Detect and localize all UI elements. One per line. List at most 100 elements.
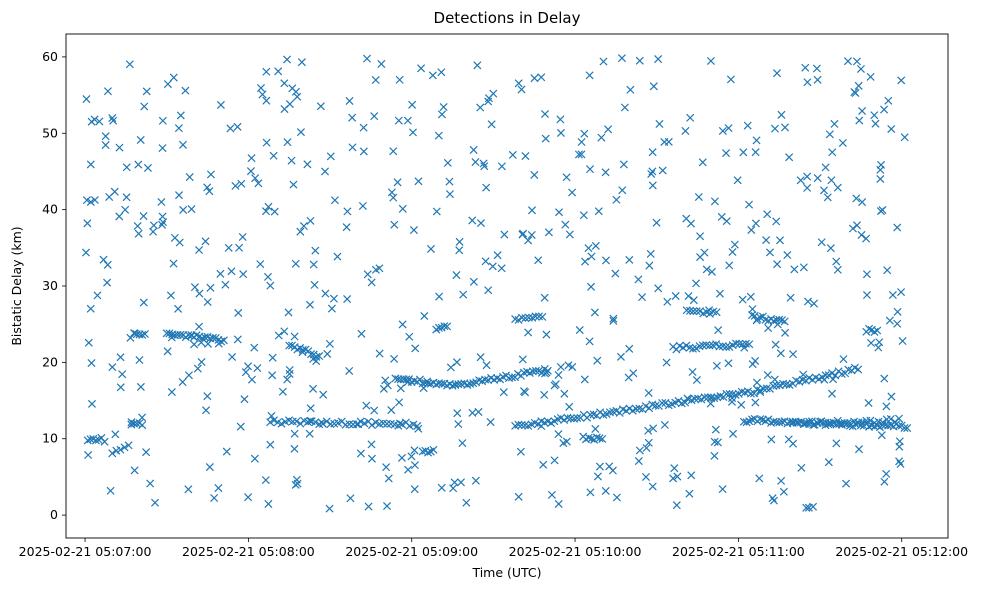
detection-marker bbox=[842, 479, 851, 488]
detection-marker bbox=[651, 401, 660, 410]
detection-marker bbox=[415, 375, 424, 384]
detection-marker bbox=[554, 208, 564, 217]
detection-marker bbox=[865, 324, 874, 333]
detection-marker bbox=[224, 243, 233, 252]
detection-marker bbox=[803, 183, 812, 192]
detection-marker bbox=[830, 119, 839, 128]
detection-marker bbox=[86, 160, 95, 169]
detection-marker bbox=[710, 451, 719, 460]
detection-marker bbox=[468, 408, 477, 417]
detection-marker bbox=[158, 220, 167, 229]
detection-marker bbox=[718, 485, 727, 494]
chart-title: Detections in Delay bbox=[434, 9, 581, 27]
y-tick-label: 50 bbox=[42, 125, 58, 140]
detection-marker bbox=[561, 220, 570, 229]
detection-marker bbox=[782, 380, 791, 389]
detection-marker bbox=[880, 477, 889, 486]
detection-marker bbox=[813, 174, 822, 183]
detection-marker bbox=[87, 359, 96, 368]
detection-marker bbox=[122, 163, 131, 172]
detection-marker bbox=[455, 237, 464, 246]
detection-marker bbox=[585, 337, 594, 346]
detection-marker bbox=[728, 394, 737, 403]
detection-marker bbox=[354, 420, 363, 429]
detection-marker bbox=[291, 480, 300, 489]
detection-marker bbox=[263, 272, 272, 281]
detection-marker bbox=[581, 257, 590, 266]
detection-marker bbox=[575, 326, 584, 335]
detection-marker bbox=[796, 418, 806, 427]
detection-marker bbox=[692, 279, 701, 288]
detection-marker bbox=[480, 162, 489, 171]
detection-marker bbox=[241, 368, 250, 377]
detection-marker bbox=[527, 230, 536, 239]
detection-marker bbox=[233, 122, 242, 131]
detection-marker bbox=[187, 205, 196, 214]
detection-marker bbox=[833, 416, 842, 425]
detection-marker bbox=[698, 158, 707, 167]
detection-marker bbox=[780, 123, 790, 132]
detection-marker bbox=[321, 289, 330, 298]
detection-marker bbox=[768, 494, 777, 503]
detection-marker bbox=[158, 144, 167, 153]
detection-marker bbox=[269, 416, 278, 425]
detection-marker bbox=[775, 315, 784, 324]
detection-marker bbox=[817, 238, 826, 247]
detection-marker bbox=[696, 232, 705, 241]
detection-marker bbox=[178, 378, 187, 387]
detection-marker bbox=[325, 504, 334, 513]
detection-marker bbox=[497, 162, 506, 171]
detection-marker bbox=[306, 350, 316, 359]
detection-marker bbox=[530, 74, 539, 83]
detection-marker bbox=[419, 384, 428, 393]
detection-marker bbox=[587, 252, 596, 261]
detection-marker bbox=[673, 472, 682, 481]
detection-marker bbox=[226, 124, 235, 133]
detection-marker bbox=[450, 478, 459, 487]
detection-marker bbox=[722, 149, 731, 158]
detection-marker bbox=[238, 232, 247, 241]
detection-marker bbox=[883, 266, 892, 275]
detection-marker bbox=[586, 488, 595, 497]
detection-marker bbox=[762, 236, 771, 245]
detection-marker bbox=[878, 418, 887, 427]
detection-marker bbox=[540, 390, 549, 399]
detection-marker bbox=[466, 379, 475, 388]
detection-marker bbox=[710, 197, 719, 206]
detection-marker bbox=[291, 259, 300, 268]
detection-marker bbox=[592, 433, 601, 442]
detection-marker bbox=[826, 244, 835, 253]
detection-marker bbox=[134, 160, 143, 169]
detection-marker bbox=[714, 326, 723, 335]
detection-marker bbox=[203, 392, 212, 401]
detection-marker bbox=[829, 375, 838, 384]
detection-marker bbox=[493, 251, 502, 260]
detection-marker bbox=[100, 437, 109, 446]
detection-marker bbox=[319, 390, 328, 399]
detection-marker bbox=[858, 418, 867, 427]
detection-marker bbox=[482, 183, 491, 192]
detection-marker bbox=[635, 56, 644, 65]
detection-marker bbox=[285, 341, 294, 350]
detection-marker bbox=[484, 286, 493, 295]
detection-marker bbox=[554, 370, 563, 379]
detection-marker bbox=[858, 106, 867, 116]
detection-marker bbox=[634, 275, 643, 284]
detection-marker bbox=[597, 133, 606, 142]
detection-marker bbox=[329, 294, 338, 303]
detection-marker bbox=[769, 496, 779, 505]
detection-marker bbox=[287, 156, 296, 165]
detection-marker bbox=[228, 352, 237, 362]
detection-marker bbox=[106, 486, 115, 495]
detection-marker bbox=[507, 373, 517, 382]
detection-marker bbox=[87, 399, 96, 408]
detection-marker bbox=[214, 484, 223, 493]
detection-marker bbox=[346, 494, 355, 503]
detection-marker bbox=[306, 216, 315, 225]
detection-marker bbox=[776, 349, 785, 358]
detection-marker bbox=[201, 237, 210, 246]
detection-marker bbox=[118, 370, 127, 379]
detection-marker bbox=[641, 472, 651, 481]
x-tick-label: 2025-02-21 05:08:00 bbox=[182, 544, 315, 559]
detection-marker bbox=[247, 375, 256, 384]
